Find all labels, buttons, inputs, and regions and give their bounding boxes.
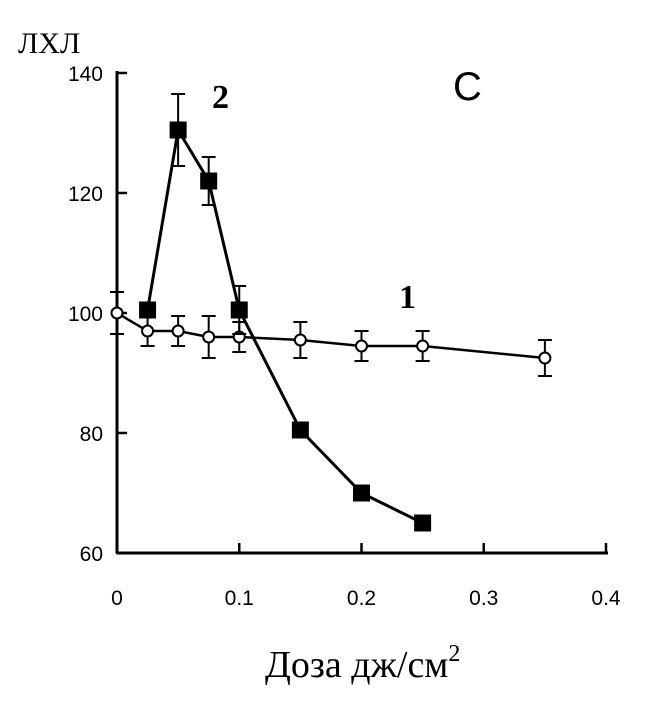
series-label-1: 1 xyxy=(399,279,416,316)
data-point xyxy=(291,421,309,439)
x-tick-label: 0 xyxy=(111,587,123,610)
data-point xyxy=(202,330,216,344)
series-2 xyxy=(139,93,432,532)
data-point xyxy=(416,339,430,353)
data-point xyxy=(110,306,124,320)
x-tick-label: 0.4 xyxy=(591,587,621,610)
data-point xyxy=(230,301,248,319)
data-point xyxy=(200,172,218,190)
data-point xyxy=(538,351,552,365)
data-point xyxy=(414,514,432,532)
y-axis-title: ЛХЛ xyxy=(18,27,80,60)
axis-ticks xyxy=(115,71,608,555)
x-tick-label: 0.3 xyxy=(469,587,498,610)
y-tick-label: 100 xyxy=(68,303,103,326)
series-label-2: 2 xyxy=(212,79,229,116)
series-1 xyxy=(110,291,552,377)
data-point xyxy=(355,339,368,353)
series-layer xyxy=(110,93,552,532)
axis-tick-labels: 60 80 100 120 140 0 0.1 0.2 0.3 0.4 xyxy=(68,63,621,610)
data-point xyxy=(139,301,157,319)
y-tick-label: 140 xyxy=(68,63,103,86)
y-tick-label: 80 xyxy=(80,423,103,446)
data-point xyxy=(293,333,307,347)
x-tick-label: 0.1 xyxy=(225,587,254,610)
series-line xyxy=(146,125,424,525)
x-tick-label: 0.2 xyxy=(347,587,376,610)
x-axis-title-text: Доза дж/см xyxy=(265,644,448,686)
y-tick-label: 120 xyxy=(68,183,103,206)
data-point xyxy=(171,324,185,338)
data-point xyxy=(141,324,155,338)
data-point xyxy=(353,484,370,502)
x-axis-title-superscript: 2 xyxy=(448,641,460,667)
panel-label: С xyxy=(453,65,482,109)
y-tick-label: 60 xyxy=(80,543,103,566)
data-point xyxy=(169,121,187,139)
x-axis-title: Доза дж/см2 xyxy=(265,641,460,686)
